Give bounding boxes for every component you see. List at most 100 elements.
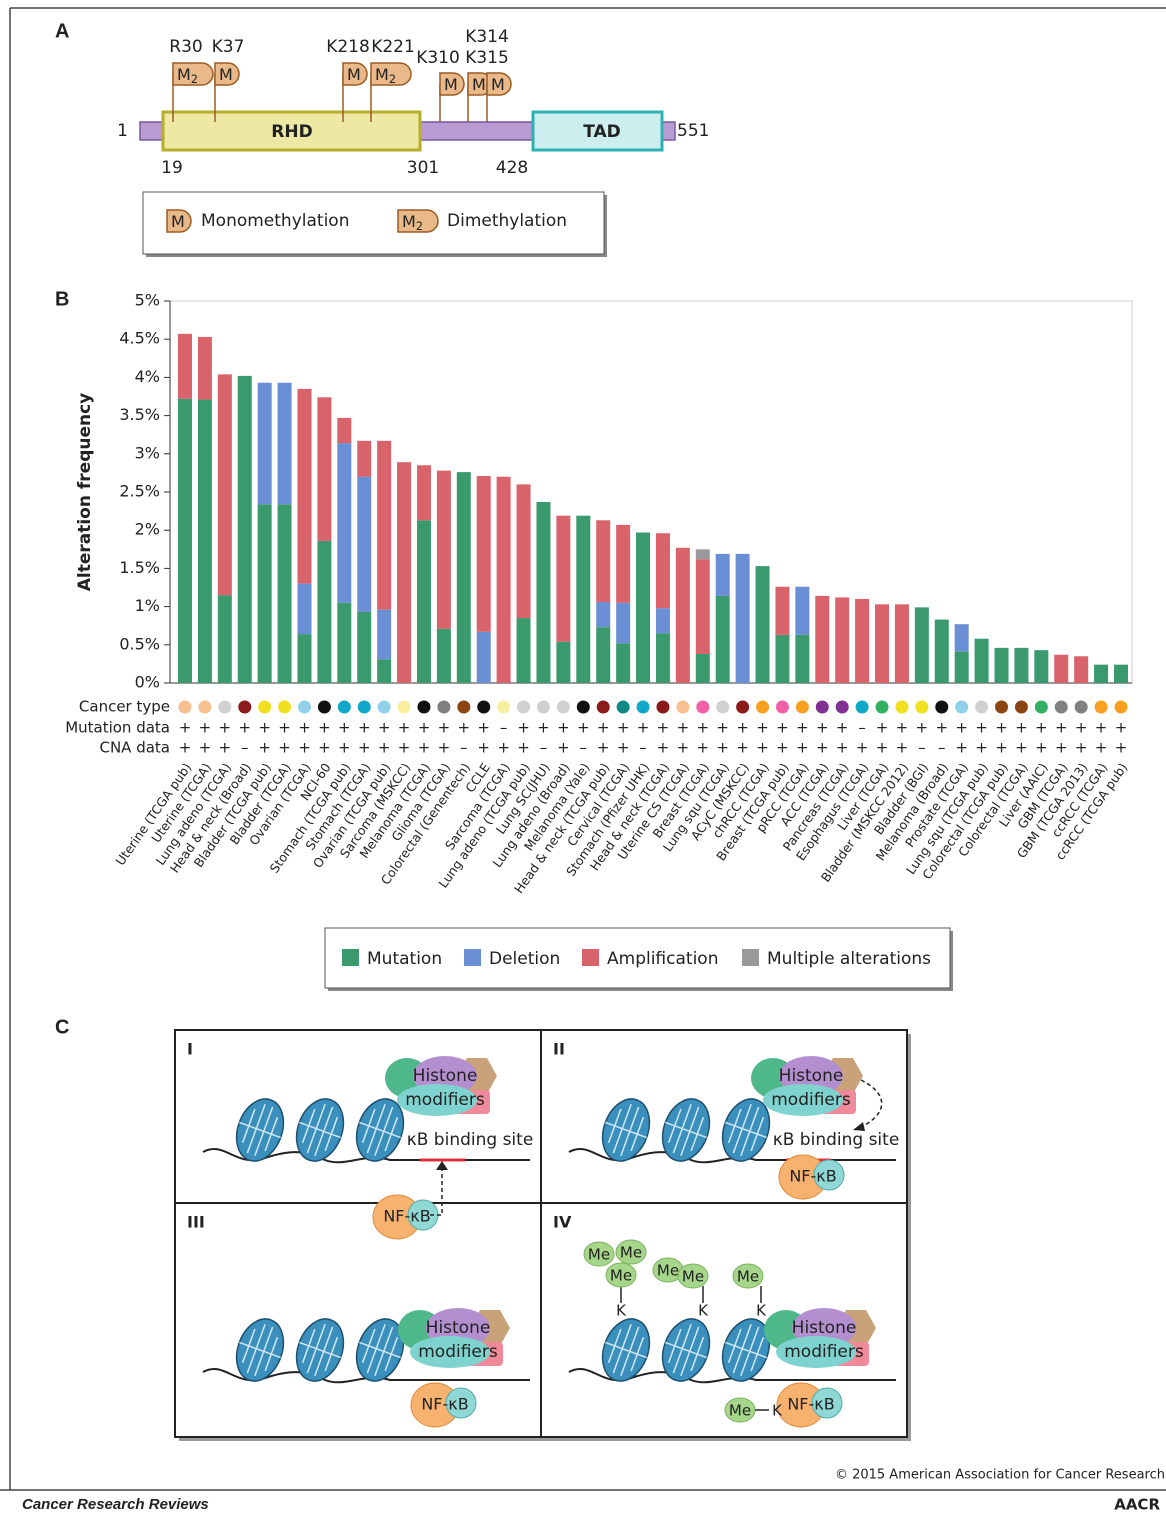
bar-segment bbox=[317, 540, 332, 683]
y-tick-label: 1.5% bbox=[119, 558, 160, 577]
cancer-type-dot bbox=[696, 700, 710, 714]
bar-segment bbox=[337, 417, 352, 444]
cancer-type-dot bbox=[1094, 700, 1108, 714]
y-tick-label: 0.5% bbox=[119, 634, 160, 653]
bar-segment bbox=[556, 641, 571, 683]
cancer-type-dot bbox=[258, 700, 272, 714]
cancer-type-dot bbox=[656, 700, 670, 714]
nucleosome-stripe bbox=[605, 1341, 647, 1359]
nucleosome bbox=[601, 1098, 651, 1162]
bar-segment bbox=[496, 476, 511, 683]
row-label: Mutation data bbox=[65, 719, 170, 737]
arrow bbox=[430, 1170, 443, 1216]
methyl-mark bbox=[172, 62, 214, 86]
y-tick-label: 4% bbox=[135, 367, 160, 386]
bar-segment bbox=[775, 634, 790, 683]
nfkb-text: NF-κB bbox=[789, 1167, 836, 1186]
methyl-mark bbox=[370, 62, 412, 86]
bar-segment bbox=[815, 595, 830, 683]
mutation-flag: + bbox=[517, 719, 530, 737]
nucleosome-stripe bbox=[359, 1341, 401, 1359]
mutation-flag: + bbox=[1095, 719, 1108, 737]
cna-flag: + bbox=[1075, 739, 1088, 757]
cancer-type-dot bbox=[536, 700, 550, 714]
bar-segment bbox=[257, 504, 272, 683]
methyl bbox=[615, 1239, 647, 1265]
methyl-text: Me bbox=[657, 1262, 679, 1280]
mark-letter: M bbox=[444, 75, 458, 94]
cancer-type-dot bbox=[596, 700, 610, 714]
bar-segment bbox=[377, 659, 392, 683]
cna-flag: + bbox=[1055, 739, 1068, 757]
cancer-type-dot bbox=[756, 700, 770, 714]
journal: Cancer Research Reviews bbox=[22, 1496, 209, 1513]
methyl-text: Me bbox=[682, 1268, 704, 1286]
methyl bbox=[732, 1263, 764, 1289]
nucleosome-stripe bbox=[239, 1341, 281, 1359]
mutation-flag: + bbox=[736, 719, 749, 737]
publisher: AACR bbox=[1114, 1496, 1160, 1514]
lysine: K bbox=[616, 1302, 627, 1320]
nfkb-teal bbox=[445, 1387, 477, 1419]
mutation-flag: + bbox=[179, 719, 192, 737]
cna-flag: + bbox=[179, 739, 192, 757]
cna-flag: + bbox=[816, 739, 829, 757]
cancer-type-dot bbox=[517, 700, 531, 714]
methyl-mark bbox=[439, 72, 465, 96]
nfkb-teal bbox=[811, 1387, 843, 1419]
mutation-flag: + bbox=[338, 719, 351, 737]
nucleosome-stripe bbox=[725, 1341, 767, 1359]
legend-mark bbox=[166, 209, 192, 233]
cancer-type-dot bbox=[775, 700, 789, 714]
methyl-mark-text: M bbox=[444, 75, 458, 94]
row-label: Cancer type bbox=[79, 698, 170, 716]
modifier-text: Histone bbox=[792, 1318, 857, 1338]
bar-segment bbox=[416, 520, 431, 683]
legend-label: Amplification bbox=[607, 949, 718, 969]
modifier-text: modifiers bbox=[405, 1090, 485, 1110]
cancer-type-dot bbox=[297, 700, 311, 714]
bar-segment bbox=[616, 602, 631, 644]
bar-segment bbox=[178, 398, 192, 683]
bar-segment bbox=[655, 633, 670, 683]
domain-label: TAD bbox=[583, 122, 621, 142]
modifier-teal bbox=[763, 1084, 843, 1116]
dna bbox=[202, 1147, 530, 1164]
mutation-flag: + bbox=[477, 719, 490, 737]
cancer-type-dot bbox=[676, 700, 690, 714]
y-tick-label: 1% bbox=[135, 596, 160, 615]
cna-flag: + bbox=[1015, 739, 1028, 757]
bar-segment bbox=[476, 475, 491, 632]
mutation-flag: + bbox=[696, 719, 709, 737]
legend-mark-text: M2 bbox=[402, 212, 423, 234]
methyl-text: Me bbox=[729, 1402, 751, 1420]
cna-flag: + bbox=[557, 739, 570, 757]
mark-sub: 2 bbox=[389, 73, 396, 86]
cancer-type-dot bbox=[417, 700, 431, 714]
row-label: CNA data bbox=[99, 739, 170, 757]
mutation-flag: + bbox=[597, 719, 610, 737]
nucleosome bbox=[355, 1098, 405, 1162]
bar-segment bbox=[337, 602, 352, 683]
mutation-flag: + bbox=[318, 719, 331, 737]
mark-letter: M bbox=[177, 65, 191, 84]
site-label: K314 bbox=[465, 27, 509, 47]
mutation-flag: + bbox=[438, 719, 451, 737]
cna-flag: + bbox=[696, 739, 709, 757]
cancer-type-dot bbox=[1074, 700, 1088, 714]
cancer-type-dot bbox=[178, 700, 192, 714]
bar-segment bbox=[695, 559, 710, 654]
nfkb-teal bbox=[813, 1159, 845, 1191]
cna-flag: + bbox=[438, 739, 451, 757]
site-label: R30 bbox=[169, 37, 202, 57]
cancer-type-dot bbox=[915, 700, 929, 714]
cna-flag: + bbox=[298, 739, 311, 757]
bar-segment bbox=[596, 627, 611, 683]
cna-flag: + bbox=[1115, 739, 1128, 757]
mutation-flag: + bbox=[1055, 719, 1068, 737]
site-label: K221 bbox=[371, 37, 415, 57]
cancer-type-dot bbox=[457, 700, 471, 714]
methyl-text: Me bbox=[610, 1267, 632, 1285]
mutation-flag: + bbox=[537, 719, 550, 737]
mutation-flag: + bbox=[1015, 719, 1028, 737]
